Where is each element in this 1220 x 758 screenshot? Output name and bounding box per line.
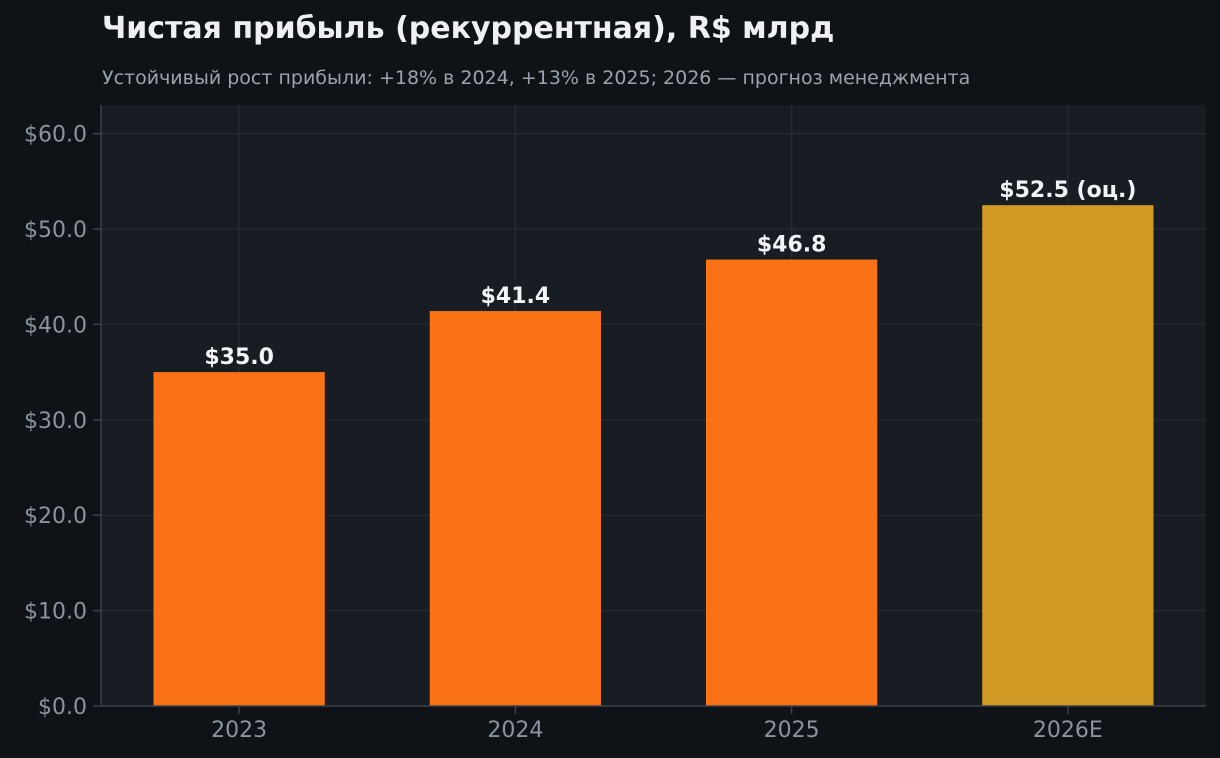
x-tick-label: 2024 xyxy=(487,718,543,743)
x-tick-label: 2023 xyxy=(211,718,267,743)
y-tick-label: $0.0 xyxy=(38,695,87,720)
bar-value-label: $41.4 xyxy=(481,284,551,309)
bar-value-label: $46.8 xyxy=(757,233,827,258)
chart-title: Чистая прибыль (рекуррентная), R$ млрд xyxy=(102,11,834,46)
y-tick-label: $20.0 xyxy=(24,504,87,529)
bar-2025 xyxy=(705,259,878,706)
value-labels: $35.0 $41.4 $46.8 $52.5 (оц.) xyxy=(204,178,1136,370)
axes: $0.0 $10.0 $20.0 $30.0 $40.0 $50.0 $60.0 2023 20… xyxy=(24,105,1206,743)
bar-value-label: $35.0 xyxy=(204,345,274,370)
bars xyxy=(153,205,1154,706)
bar-value-label: $52.5 (оц.) xyxy=(999,178,1136,203)
y-tick-label: $10.0 xyxy=(24,600,87,625)
x-tick-label: 2025 xyxy=(764,718,820,743)
y-tick-label: $50.0 xyxy=(24,218,87,243)
bar-2024 xyxy=(429,311,602,706)
bar-2023 xyxy=(153,372,325,706)
y-tick-label: $30.0 xyxy=(24,409,87,434)
chart-subtitle: Устойчивый рост прибыли: +18% в 2024, +1… xyxy=(102,67,970,89)
bar-2026e xyxy=(982,205,1154,706)
x-tick-label: 2026E xyxy=(1033,718,1103,743)
y-tick-label: $60.0 xyxy=(24,123,87,148)
y-tick-label: $40.0 xyxy=(24,313,87,338)
